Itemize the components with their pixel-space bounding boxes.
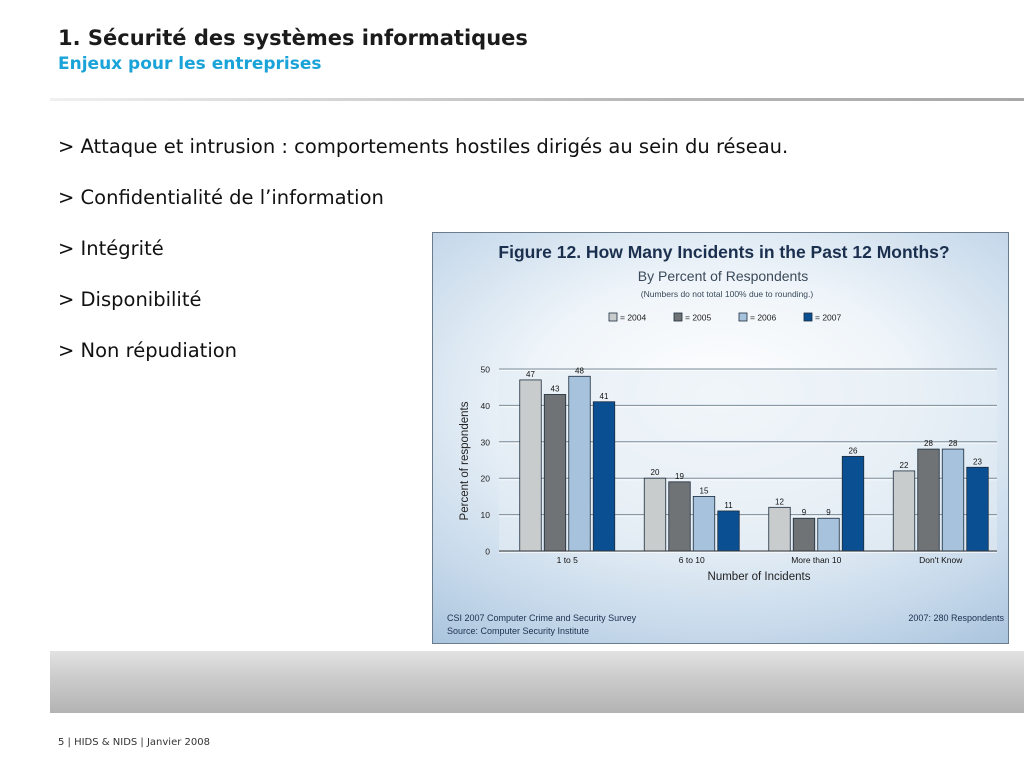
- chart-note: (Numbers do not total 100% due to roundi…: [641, 289, 814, 299]
- legend-label: = 2004: [620, 313, 647, 323]
- legend-swatch: [608, 312, 618, 322]
- bar: [668, 481, 691, 552]
- source-line-1: CSI 2007 Computer Crime and Security Sur…: [447, 613, 637, 623]
- bullet-item: > Non répudiation: [58, 339, 238, 362]
- y-tick-label: 0: [485, 547, 490, 557]
- bar-value-label: 23: [973, 457, 982, 466]
- slide-title-block: 1. Sécurité des systèmes informatiques E…: [58, 24, 528, 76]
- bar: [568, 375, 591, 552]
- x-tick-label: More than 10: [791, 555, 841, 565]
- source-line-2: Source: Computer Security Institute: [447, 626, 589, 636]
- chart-title: Figure 12. How Many Incidents in the Pas…: [498, 242, 949, 262]
- title-divider: [50, 98, 1024, 101]
- x-axis-label: Number of Incidents: [708, 571, 811, 583]
- incidents-chart-figure: Figure 12. How Many Incidents in the Pas…: [432, 232, 1009, 644]
- bar-value-label: 47: [526, 370, 535, 379]
- bar: [519, 379, 542, 552]
- bar-value-label: 22: [900, 461, 909, 470]
- bar-value-label: 26: [849, 446, 858, 455]
- x-tick-label: 6 to 10: [679, 555, 705, 565]
- bullet-item: > Attaque et intrusion : comportements h…: [58, 135, 789, 158]
- chart-subtitle: By Percent of Respondents: [638, 268, 808, 284]
- bar: [643, 477, 667, 552]
- bar-value-label: 9: [826, 508, 831, 517]
- legend-label: = 2007: [815, 313, 842, 323]
- legend-label: = 2005: [685, 313, 712, 323]
- bottom-decorative-band: [50, 651, 1024, 713]
- bar-value-label: 28: [924, 439, 933, 448]
- bar: [543, 394, 567, 552]
- legend-swatch: [738, 312, 748, 322]
- bar-value-label: 11: [724, 501, 733, 510]
- legend-label: = 2006: [750, 313, 777, 323]
- bar-value-label: 20: [651, 468, 660, 477]
- chart-legend: = 2004 = 2005 = 2006 = 2007: [608, 312, 842, 323]
- bullet-list: > Attaque et intrusion : comportements h…: [58, 132, 788, 387]
- legend-swatch: [673, 312, 683, 322]
- respondents-note: 2007: 280 Respondents: [908, 613, 1004, 623]
- chart-plot-area: 0 10 20 30 40 50 47 43 48 41 1 to 5 20 19 15 11 6 to 10…: [481, 365, 997, 565]
- incidents-bar-chart: Figure 12. How Many Incidents in the Pas…: [447, 242, 1004, 636]
- bullet-item: > Disponibilité: [58, 288, 202, 311]
- x-tick-label: Don't Know: [919, 555, 963, 565]
- bar: [592, 401, 616, 552]
- bullet-item: > Intégrité: [58, 237, 164, 260]
- bar: [841, 455, 865, 552]
- y-tick-label: 40: [481, 401, 491, 411]
- bar: [792, 517, 816, 552]
- bar-value-label: 9: [802, 508, 807, 517]
- slide-footer: 5 | HIDS & NIDS | Janvier 2008: [58, 737, 210, 748]
- bar: [966, 466, 989, 552]
- bar: [717, 510, 740, 552]
- y-tick-label: 20: [481, 474, 491, 484]
- bar: [892, 470, 916, 552]
- bar: [917, 448, 940, 552]
- slide-subtitle: Enjeux pour les entreprises: [58, 54, 322, 74]
- bar: [768, 506, 791, 552]
- bar-value-label: 19: [675, 472, 684, 481]
- x-tick-label: 1 to 5: [557, 555, 579, 565]
- y-tick-label: 30: [481, 437, 491, 447]
- bar: [692, 495, 716, 552]
- legend-swatch: [803, 312, 813, 322]
- bullet-item: > Confidentialité de l’information: [58, 186, 384, 209]
- slide-title: 1. Sécurité des systèmes informatiques: [58, 26, 528, 50]
- bar: [941, 448, 965, 552]
- bar-value-label: 43: [551, 384, 560, 393]
- bar-value-label: 48: [575, 366, 584, 375]
- bar-value-label: 15: [700, 486, 709, 495]
- y-tick-label: 10: [481, 510, 491, 520]
- bar-value-label: 28: [949, 439, 958, 448]
- y-axis-label: Percent of respondents: [459, 401, 471, 520]
- bar-value-label: 41: [600, 392, 609, 401]
- bar: [817, 517, 840, 552]
- y-tick-label: 50: [481, 365, 491, 375]
- bar-value-label: 12: [775, 497, 784, 506]
